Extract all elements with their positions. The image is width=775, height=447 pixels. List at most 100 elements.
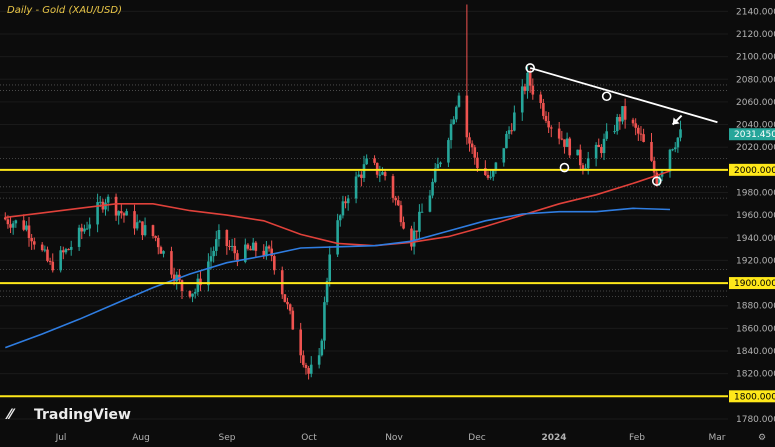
settings-icon[interactable]: ⚙	[758, 433, 766, 443]
candle-body	[465, 95, 469, 138]
candle-body	[228, 246, 231, 248]
candle-body	[212, 250, 215, 257]
candle-body	[125, 211, 128, 216]
candle-body	[378, 174, 382, 176]
candle-body	[415, 230, 419, 232]
candle-body	[64, 249, 68, 253]
candle-body	[30, 237, 33, 242]
candle-body	[544, 115, 548, 121]
candle-body	[83, 228, 86, 232]
candle-body	[338, 215, 342, 221]
y-tick-label: 1780.000	[736, 415, 775, 425]
candle-body	[143, 225, 147, 236]
candle-body	[457, 95, 461, 107]
candle-body	[199, 278, 202, 286]
candle-body	[25, 225, 28, 230]
candle-body	[307, 368, 310, 374]
candle-body	[476, 157, 479, 169]
candle-body	[233, 245, 237, 254]
candle-body	[357, 174, 361, 177]
candle-body	[602, 138, 606, 154]
candle-body	[652, 160, 656, 173]
candle-body	[360, 174, 363, 178]
y-tick-label: 1840.000	[736, 347, 775, 357]
candle-body	[605, 131, 608, 139]
candle-body	[180, 280, 184, 291]
circle-marker	[559, 162, 570, 173]
candle-body	[486, 174, 490, 178]
candle-body	[262, 250, 266, 257]
candles	[3, 4, 682, 380]
candle-body	[291, 310, 295, 330]
candle-body	[151, 225, 155, 237]
candle-body	[412, 230, 416, 247]
candle-body	[162, 251, 165, 254]
y-tick-label: 2040.000	[736, 121, 775, 131]
candle-body	[288, 304, 292, 311]
candle-body	[254, 242, 258, 251]
candle-body	[267, 246, 271, 249]
support-label-box	[729, 277, 775, 290]
candle-body	[623, 106, 627, 120]
candle-body	[302, 355, 305, 365]
x-tick-label: Oct	[301, 433, 317, 443]
y-tick-label: 1880.000	[736, 302, 775, 312]
x-tick-label: Feb	[629, 433, 645, 443]
candle-body	[613, 131, 616, 133]
candle-body	[600, 146, 603, 154]
annotations	[525, 63, 718, 186]
x-tick-label: Dec	[468, 433, 485, 443]
x-tick-label: Jul	[55, 433, 67, 443]
watermark: TradingView	[34, 407, 131, 423]
candle-body	[542, 102, 545, 116]
candle-body	[80, 227, 84, 232]
candle-body	[244, 244, 247, 262]
candle-body	[251, 242, 255, 251]
candle-body	[668, 149, 672, 172]
y-tick-label: 2060.000	[736, 98, 775, 108]
candle-body	[40, 244, 44, 251]
candle-body	[634, 123, 637, 128]
candle-body	[225, 230, 229, 247]
candle-body	[328, 254, 332, 281]
candle-body	[639, 133, 643, 135]
candle-body	[96, 202, 99, 225]
arrow-head	[672, 117, 680, 125]
x-tick-label: Nov	[385, 433, 403, 443]
candle-body	[62, 250, 65, 253]
candle-body	[618, 117, 622, 122]
candle-body	[43, 249, 47, 251]
y-tick-label: 2140.000	[736, 7, 775, 17]
candle-body	[11, 223, 15, 228]
x-tick-label: 2024	[541, 433, 566, 443]
candle-body	[373, 158, 376, 163]
candle-body	[391, 176, 395, 198]
x-tick-label: Mar	[709, 433, 726, 443]
candle-body	[396, 200, 400, 206]
last-price-box	[729, 128, 775, 141]
x-axis: Jul Aug Sep Oct Nov Dec 2024 Feb Mar	[55, 433, 726, 443]
candle-body	[51, 261, 55, 271]
candle-body	[375, 162, 379, 175]
candle-body	[246, 244, 250, 249]
candle-body	[214, 239, 218, 251]
tradingview-logo: ⁄⁄ TradingView	[5, 407, 131, 423]
candle-body	[557, 128, 561, 139]
candle-body	[9, 224, 12, 228]
candle-body	[172, 274, 176, 282]
candle-body	[531, 85, 535, 95]
circle-marker	[525, 63, 535, 73]
candle-body	[159, 247, 163, 254]
candle-body	[230, 245, 234, 247]
candle-body	[547, 120, 550, 128]
candle-body	[642, 134, 645, 142]
candle-body	[336, 220, 339, 255]
candle-body	[513, 112, 516, 131]
y-axis: 1780.000 1820.000 1840.000 1860.000 1880.000…	[728, 0, 775, 447]
y-tick-label: 1940.000	[736, 234, 775, 244]
candle-body	[265, 246, 268, 257]
support-label: 2000.000	[734, 166, 775, 176]
candle-body	[449, 124, 453, 141]
candle-body	[188, 290, 192, 297]
